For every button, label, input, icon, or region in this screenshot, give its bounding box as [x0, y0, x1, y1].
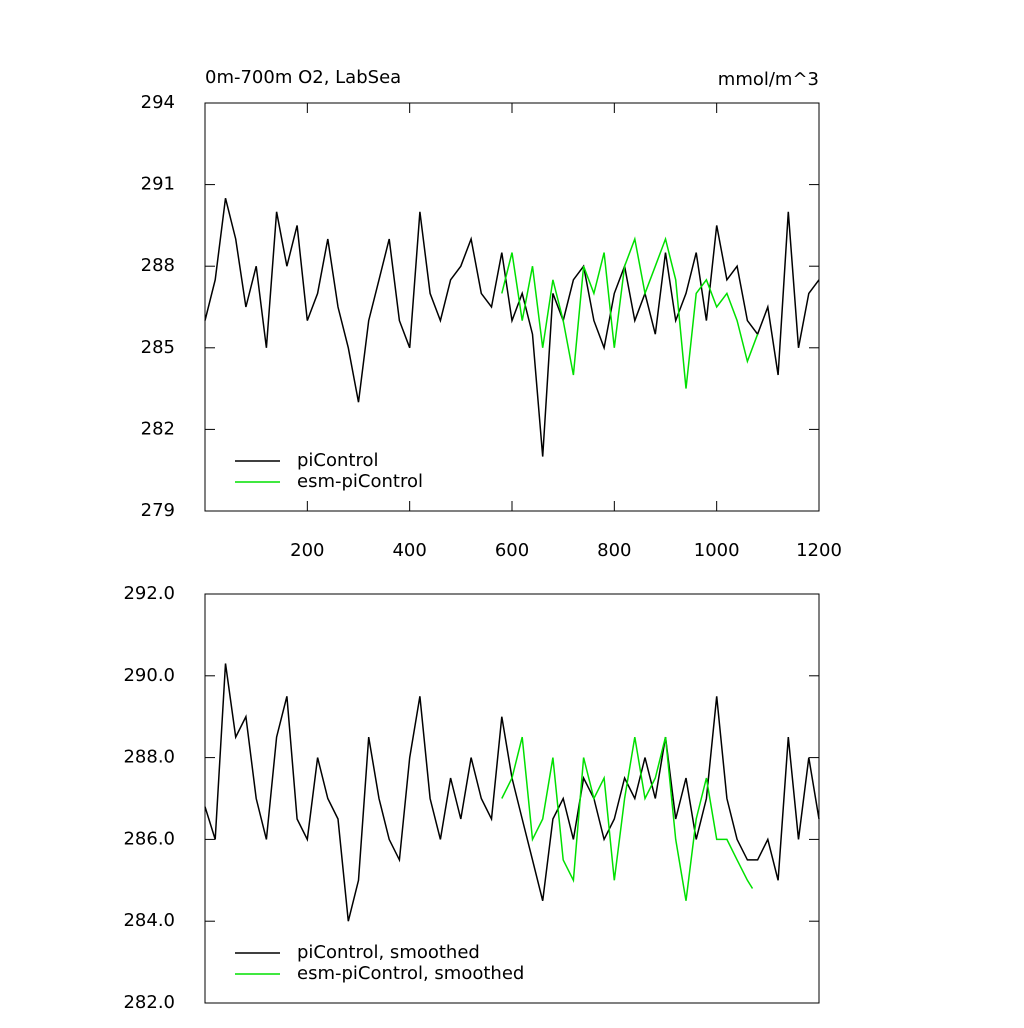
x-tick-label: 1200 [796, 540, 842, 561]
y-tick-label: 279 [141, 500, 175, 521]
data-line [204, 198, 820, 457]
units-label: mmol/m^3 [718, 69, 819, 90]
data-line [501, 236, 759, 389]
y-tick-label: 284.0 [123, 910, 175, 931]
y-tick-label: 292.0 [123, 583, 175, 604]
y-tick-label: 294 [141, 92, 175, 113]
legend-label: esm-piControl [297, 471, 423, 492]
x-tick-label: 1000 [694, 540, 740, 561]
plot-frame [204, 593, 820, 1004]
legend-label: esm-piControl, smoothed [297, 963, 524, 984]
chart-title: 0m-700m O2, LabSea [205, 67, 401, 88]
data-line [204, 663, 820, 922]
y-tick-label: 288 [141, 255, 175, 276]
y-tick-label: 291 [141, 174, 175, 195]
x-tick-label: 200 [290, 540, 324, 561]
y-tick-label: 285 [141, 337, 175, 358]
y-tick-label: 282 [141, 418, 175, 439]
y-tick-label: 286.0 [123, 828, 175, 849]
y-tick-label: 288.0 [123, 747, 175, 768]
x-tick-label: 600 [495, 540, 529, 561]
x-tick-label: 800 [597, 540, 631, 561]
y-tick-label: 290.0 [123, 665, 175, 686]
data-line [501, 736, 754, 901]
y-tick-label: 282.0 [123, 992, 175, 1013]
legend-label: piControl, smoothed [297, 942, 480, 963]
legend-label: piControl [297, 450, 379, 471]
x-tick-label: 400 [392, 540, 426, 561]
